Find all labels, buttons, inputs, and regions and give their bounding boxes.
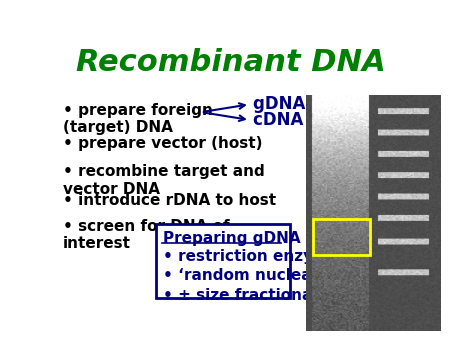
Text: • recombine target and
vector DNA: • recombine target and vector DNA [63, 164, 265, 197]
Bar [156, 224, 290, 298]
Text: • restriction enzymes: • restriction enzymes [162, 249, 348, 264]
Text: • prepare foreign
(target) DNA: • prepare foreign (target) DNA [63, 103, 213, 136]
Text: • ± size fractionate: • ± size fractionate [162, 288, 330, 303]
Text: gDNA (fragments): gDNA (fragments) [253, 95, 423, 113]
Text: Recombinant DNA: Recombinant DNA [76, 48, 386, 77]
Text: cDNA (copy of RNA): cDNA (copy of RNA) [253, 111, 438, 129]
Text: • ‘random nuclease’: • ‘random nuclease’ [162, 268, 336, 283]
Text: • introduce rDNA to host: • introduce rDNA to host [63, 193, 276, 208]
Text: • prepare vector (host): • prepare vector (host) [63, 136, 263, 150]
Text: • screen for DNA of
interest: • screen for DNA of interest [63, 219, 230, 251]
Text: Preparing gDNA: Preparing gDNA [162, 231, 300, 245]
Bar [313, 219, 370, 255]
